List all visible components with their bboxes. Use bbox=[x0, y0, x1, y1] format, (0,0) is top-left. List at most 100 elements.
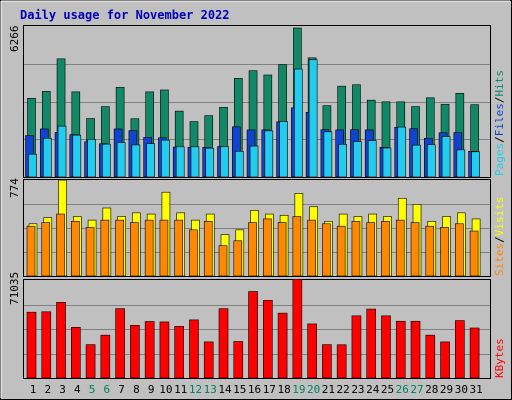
day-label: 4 bbox=[74, 383, 81, 396]
bar-sites bbox=[425, 225, 435, 277]
bar-kbytes bbox=[395, 320, 406, 379]
bar-pages bbox=[264, 130, 274, 178]
bar-pages bbox=[102, 143, 111, 178]
bar-sites bbox=[115, 219, 124, 277]
ymax-label-hits: 6266 bbox=[8, 26, 21, 53]
bar-kbytes bbox=[263, 299, 273, 379]
day-label: 28 bbox=[425, 383, 438, 396]
bar-sites bbox=[189, 229, 198, 277]
legend-hits: Hits bbox=[493, 70, 506, 97]
bar-sites bbox=[56, 213, 65, 277]
bar-sites bbox=[203, 221, 213, 277]
day-label: 3 bbox=[59, 383, 66, 396]
bar-pages bbox=[412, 144, 421, 178]
bar-sites bbox=[263, 218, 272, 277]
day-label: 14 bbox=[218, 383, 232, 396]
bar-kbytes bbox=[381, 315, 391, 379]
bar-sites bbox=[85, 227, 95, 277]
day-label: 20 bbox=[307, 383, 320, 396]
legend-sep-2: / bbox=[493, 97, 506, 104]
bar-pages bbox=[116, 142, 126, 178]
bar-kbytes bbox=[425, 334, 436, 379]
bar-sites bbox=[218, 245, 228, 277]
bar-pages bbox=[353, 141, 362, 178]
bar-pages bbox=[382, 147, 392, 178]
bar-pages bbox=[441, 136, 451, 178]
day-label: 24 bbox=[366, 383, 380, 396]
side-legend-pages-files-hits: Pages/Files/Hits bbox=[493, 70, 506, 176]
bar-sites bbox=[159, 219, 169, 277]
legend-visits: Visits bbox=[493, 197, 506, 237]
day-label: 23 bbox=[351, 383, 364, 396]
bar-kbytes bbox=[455, 320, 465, 379]
bar-sites bbox=[292, 216, 302, 277]
bar-sites bbox=[455, 223, 464, 277]
legend-kbytes: KBytes bbox=[493, 338, 506, 378]
bar-sites bbox=[144, 219, 154, 277]
bar-sites bbox=[351, 221, 361, 277]
day-label: 6 bbox=[104, 383, 111, 396]
bar-marks bbox=[25, 27, 481, 379]
bar-pages bbox=[28, 153, 37, 178]
day-label: 1 bbox=[30, 383, 37, 396]
bar-kbytes bbox=[85, 344, 96, 379]
bar-pages bbox=[234, 151, 244, 178]
day-label: 10 bbox=[159, 383, 172, 396]
bar-pages bbox=[367, 140, 377, 178]
bar-pages bbox=[220, 146, 229, 178]
bar-kbytes bbox=[144, 321, 155, 379]
bar-sites bbox=[130, 222, 139, 277]
bar-kbytes bbox=[41, 311, 52, 379]
day-label: 16 bbox=[248, 383, 261, 396]
bar-kbytes bbox=[248, 291, 258, 379]
day-label: 30 bbox=[455, 383, 468, 396]
legend-sep-1: / bbox=[493, 136, 506, 143]
bar-sites bbox=[366, 222, 376, 277]
bar-sites bbox=[322, 223, 331, 277]
bar-pages bbox=[249, 145, 259, 178]
bar-sites bbox=[410, 222, 420, 277]
bar-pages bbox=[279, 121, 288, 178]
bar-kbytes bbox=[115, 308, 125, 379]
day-label: 7 bbox=[118, 383, 125, 396]
bar-kbytes bbox=[218, 308, 229, 379]
bar-kbytes bbox=[189, 319, 199, 379]
legend-pages: Pages bbox=[493, 143, 506, 176]
day-label: 9 bbox=[148, 383, 155, 396]
bar-pages bbox=[131, 144, 141, 178]
bar-sites bbox=[336, 225, 346, 277]
day-label: 2 bbox=[44, 383, 51, 396]
bar-kbytes bbox=[307, 323, 317, 379]
bar-pages bbox=[323, 131, 333, 178]
bar-sites bbox=[71, 221, 80, 277]
bar-sites bbox=[174, 219, 183, 277]
bar-kbytes bbox=[469, 327, 480, 379]
bar-pages bbox=[57, 125, 67, 178]
day-label: 8 bbox=[133, 383, 140, 396]
bar-pages bbox=[146, 143, 155, 178]
day-label: 12 bbox=[189, 383, 202, 396]
legend-sites: Sites bbox=[493, 243, 506, 276]
day-label: 25 bbox=[381, 383, 394, 396]
day-label: 26 bbox=[396, 383, 409, 396]
bar-sites bbox=[381, 221, 390, 277]
bar-kbytes bbox=[351, 315, 362, 379]
bar-sites bbox=[41, 222, 51, 277]
bar-pages bbox=[190, 146, 200, 178]
day-label: 21 bbox=[322, 383, 335, 396]
bar-kbytes bbox=[410, 320, 421, 379]
bar-pages bbox=[205, 147, 215, 178]
chart-title: Daily usage for November 2022 bbox=[20, 8, 230, 22]
bar-kbytes bbox=[130, 324, 140, 379]
day-label: 5 bbox=[89, 383, 96, 396]
bar-kbytes bbox=[233, 341, 244, 379]
day-labels: 1 2 3 4 5 6 7 8 9 10 11 12 13 14 15 16 17 18 19 20 21 22 23 24 2… bbox=[30, 383, 483, 396]
bar-pages bbox=[161, 139, 170, 178]
bar-sites bbox=[395, 219, 405, 277]
legend-files: Files bbox=[493, 103, 506, 136]
day-label: 29 bbox=[440, 383, 453, 396]
bar-pages bbox=[72, 134, 82, 178]
bar-kbytes bbox=[203, 341, 214, 379]
side-legend-kbytes: KBytes bbox=[493, 338, 506, 378]
